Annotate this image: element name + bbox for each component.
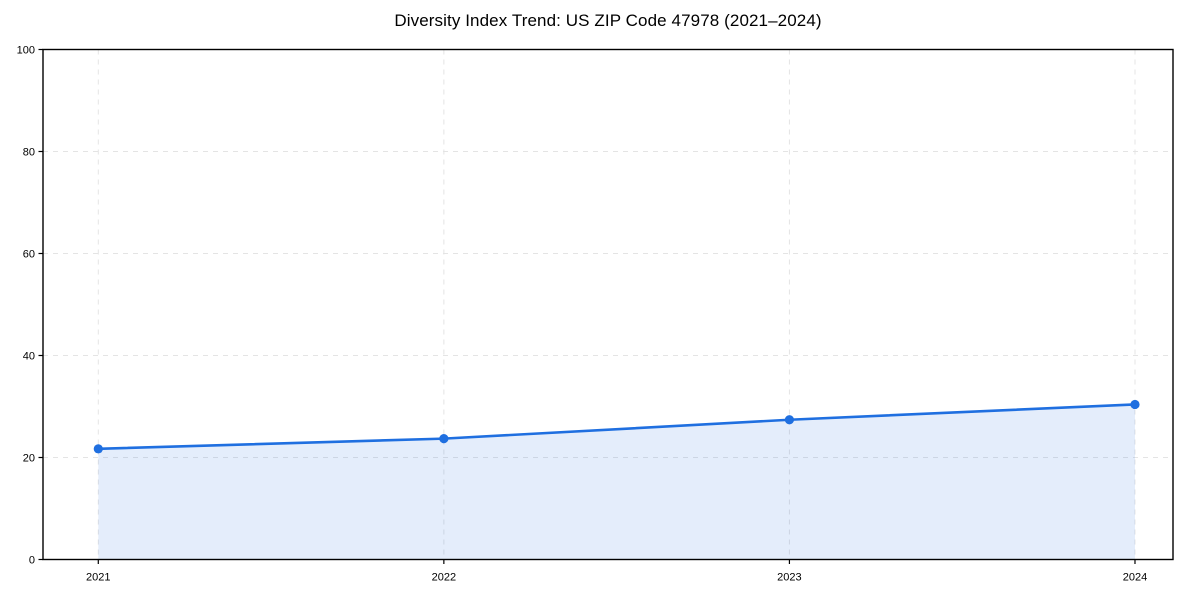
y-tick-label: 60	[23, 248, 35, 260]
y-tick-label: 20	[23, 452, 35, 464]
x-tick-label: 2022	[432, 572, 456, 584]
chart-title: Diversity Index Trend: US ZIP Code 47978…	[394, 11, 822, 30]
area-fill	[98, 404, 1135, 560]
data-point-marker	[93, 444, 103, 454]
x-tick-label: 2024	[1123, 572, 1147, 584]
data-point-marker	[784, 415, 795, 425]
trend-line	[96, 403, 1137, 451]
x-tick-label: 2023	[777, 572, 801, 584]
x-tick-label: 2021	[86, 572, 110, 584]
data-point-marker	[439, 434, 449, 444]
plot-border	[42, 48, 1174, 561]
y-tick-label: 80	[23, 146, 35, 158]
y-tick-label: 100	[17, 44, 35, 56]
y-tick-label: 40	[23, 350, 35, 362]
y-tick-label: 0	[29, 554, 35, 566]
data-point-marker	[1130, 399, 1140, 410]
